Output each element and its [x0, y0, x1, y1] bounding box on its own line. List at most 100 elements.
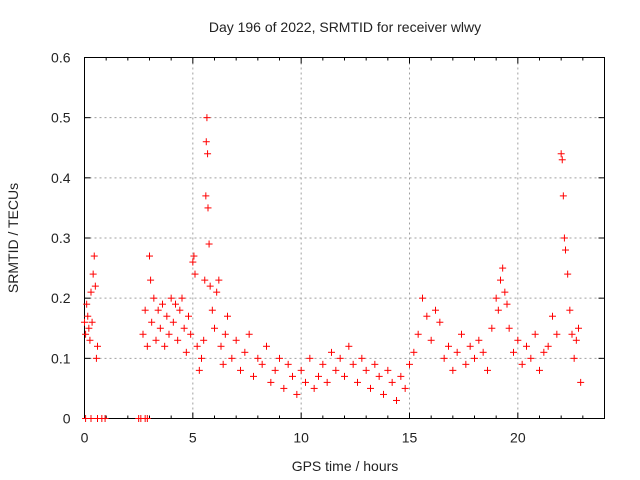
data-point [336, 354, 344, 362]
y-tick-label: 0.4 [51, 170, 71, 186]
data-point [332, 366, 340, 374]
data-point [206, 282, 214, 290]
data-point [575, 324, 582, 332]
data-point [349, 360, 357, 368]
data-point [505, 324, 513, 332]
y-tick-label: 0.1 [51, 350, 71, 366]
x-tick-label: 10 [293, 430, 309, 446]
data-point [81, 318, 88, 326]
tick-layer: 0 0.1 0.2 0.3 0.4 0.5 0.6 0 5 10 15 20 [51, 50, 605, 446]
data-point [185, 312, 192, 320]
data-point [393, 396, 400, 404]
data-point [375, 372, 383, 380]
data-point [306, 354, 314, 362]
data-points [81, 114, 585, 422]
data-point [572, 336, 580, 344]
data-point [201, 276, 209, 284]
data-point [557, 150, 565, 158]
x-tick-label: 5 [189, 430, 197, 446]
data-point [436, 318, 444, 326]
data-point [91, 282, 99, 290]
chart-title: Day 196 of 2022, SRMTID for receiver wlw… [209, 19, 481, 35]
data-point [488, 324, 496, 332]
data-point [263, 342, 270, 350]
data-point [82, 330, 90, 338]
data-point [169, 318, 177, 326]
data-point [566, 306, 574, 314]
data-point [189, 258, 197, 266]
data-point [156, 324, 164, 332]
y-tick-label: 0.2 [51, 290, 71, 306]
data-point [143, 342, 151, 350]
data-point [190, 252, 198, 260]
y-tick-label: 0 [63, 411, 71, 427]
data-point [83, 300, 91, 308]
data-point [414, 330, 422, 338]
data-point [90, 252, 98, 260]
data-point [427, 336, 435, 344]
data-point [345, 342, 353, 350]
data-point [384, 366, 392, 374]
data-point [323, 378, 331, 386]
data-point [141, 306, 149, 314]
data-point [182, 348, 190, 356]
data-point [87, 415, 95, 422]
data-point [341, 372, 348, 380]
data-point [423, 312, 431, 320]
data-point [232, 336, 240, 344]
data-point [328, 348, 335, 356]
data-point [241, 348, 249, 356]
data-point [191, 270, 199, 278]
data-point [362, 366, 370, 374]
data-point [503, 300, 511, 308]
data-point [453, 348, 461, 356]
data-point [193, 342, 201, 350]
data-point [204, 204, 212, 212]
data-point [161, 342, 169, 350]
data-point [150, 294, 158, 302]
data-point [293, 390, 301, 398]
data-point [319, 360, 327, 368]
data-point [380, 390, 387, 398]
data-point [146, 252, 153, 260]
data-point [203, 114, 211, 122]
data-point [388, 378, 396, 386]
data-point [510, 348, 517, 356]
data-point [410, 348, 418, 356]
data-point [475, 336, 483, 344]
data-point [458, 330, 465, 338]
y-axis-label: SRMTID / TECUs [5, 183, 21, 293]
data-point [208, 306, 216, 314]
data-point [143, 415, 151, 422]
data-point [492, 294, 500, 302]
data-point [217, 342, 225, 350]
x-tick-label: 20 [510, 430, 526, 446]
data-point [564, 270, 572, 278]
data-point [570, 354, 578, 362]
data-point [568, 330, 576, 338]
data-point [276, 354, 283, 362]
x-tick-label: 0 [81, 430, 89, 446]
data-point [354, 378, 361, 386]
data-point [88, 318, 96, 326]
data-point [484, 366, 491, 374]
data-point [471, 354, 478, 362]
data-point [176, 306, 184, 314]
data-point [165, 330, 173, 338]
data-point [205, 240, 213, 248]
data-point [174, 336, 182, 344]
data-point [200, 336, 208, 344]
data-point [497, 276, 504, 284]
data-point [462, 360, 470, 368]
data-point [163, 312, 171, 320]
data-point [310, 384, 318, 392]
data-point [250, 372, 257, 380]
data-point [501, 288, 509, 296]
data-point [479, 348, 487, 356]
data-point [237, 366, 244, 374]
data-point [202, 138, 210, 146]
data-point [92, 354, 100, 362]
data-point [558, 156, 566, 164]
